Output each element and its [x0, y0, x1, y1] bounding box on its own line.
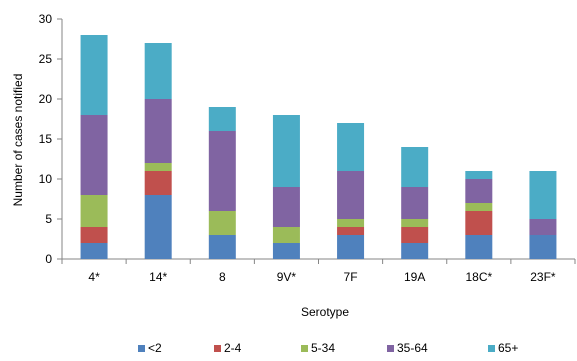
bar-segment	[465, 171, 493, 179]
bar-segment	[529, 171, 557, 219]
legend-label: 65+	[498, 341, 518, 355]
bar-segment	[465, 203, 493, 211]
bar-segment	[401, 147, 429, 187]
x-tick-label: 19A	[404, 270, 425, 284]
bar-segment	[144, 99, 172, 163]
y-tick-label: 20	[39, 92, 53, 106]
x-tick-label: 8	[219, 270, 226, 284]
bar-segment	[272, 115, 300, 187]
bar-segment	[80, 115, 108, 195]
bar-segment	[337, 235, 365, 259]
y-tick-label: 30	[39, 12, 53, 26]
bar-segment	[401, 219, 429, 227]
bar-segment	[80, 35, 108, 115]
bar-segment	[80, 227, 108, 243]
y-tick-label: 25	[39, 52, 53, 66]
x-tick-label: 14*	[149, 270, 167, 284]
y-tick-label: 5	[45, 212, 52, 226]
legend-label: <2	[148, 341, 162, 355]
legend-label: 5-34	[311, 341, 335, 355]
bar-segment	[272, 243, 300, 259]
bar-segment	[208, 131, 236, 211]
bar-segment	[80, 195, 108, 227]
bar-segment	[529, 235, 557, 259]
bar-segment	[144, 195, 172, 259]
legend-swatch	[387, 345, 394, 352]
bar-segment	[208, 107, 236, 131]
legend-swatch	[138, 345, 145, 352]
legend-label: 2-4	[224, 341, 242, 355]
y-tick-label: 15	[39, 132, 53, 146]
x-tick-label: 4*	[88, 270, 100, 284]
bar-segment	[337, 219, 365, 227]
x-tick-label: 18C*	[465, 270, 492, 284]
bar-segment	[465, 211, 493, 235]
bar-segment	[401, 187, 429, 219]
x-tick-label: 7F	[344, 270, 358, 284]
bar-segment	[272, 187, 300, 227]
bar-segment	[465, 179, 493, 203]
bar-segment	[208, 211, 236, 235]
bar-segment	[144, 171, 172, 195]
x-tick-label: 23F*	[530, 270, 556, 284]
bar-segment	[401, 227, 429, 243]
legend-swatch	[301, 345, 308, 352]
bar-segment	[337, 227, 365, 235]
legend-swatch	[214, 345, 221, 352]
y-axis-label: Number of cases notified	[11, 74, 25, 207]
y-tick-label: 0	[45, 252, 52, 266]
x-tick-label: 9V*	[277, 270, 297, 284]
bar-segment	[80, 243, 108, 259]
bar-segment	[337, 171, 365, 219]
legend-label: 35-64	[397, 341, 428, 355]
bar-segment	[465, 235, 493, 259]
bar-segment	[144, 163, 172, 171]
x-axis-label: Serotype	[301, 305, 349, 319]
bar-segment	[144, 43, 172, 99]
bar-segment	[529, 219, 557, 235]
legend-swatch	[488, 345, 495, 352]
bar-segment	[272, 227, 300, 243]
y-tick-label: 10	[39, 172, 53, 186]
bar-segment	[208, 235, 236, 259]
bar-segment	[401, 243, 429, 259]
bar-segment	[337, 123, 365, 171]
